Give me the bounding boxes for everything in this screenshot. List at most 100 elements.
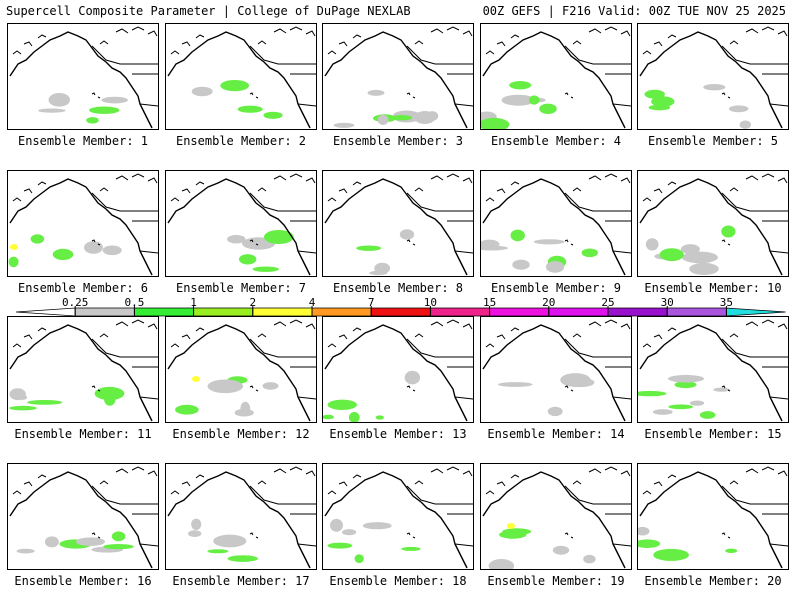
panel-label: Ensemble Member: 6 bbox=[17, 281, 149, 295]
parameter-contour bbox=[230, 536, 239, 543]
parameter-contour bbox=[481, 245, 508, 251]
parameter-contour bbox=[327, 542, 353, 549]
colorbar-segment bbox=[252, 307, 313, 317]
border-line bbox=[249, 45, 316, 65]
parameter-contour bbox=[652, 409, 673, 415]
border-line bbox=[406, 485, 473, 505]
parameter-contour bbox=[539, 103, 557, 115]
colorbar-segment bbox=[370, 307, 431, 317]
panel-map bbox=[324, 26, 473, 129]
panel-map bbox=[639, 26, 788, 129]
border-line bbox=[249, 338, 316, 358]
border-line bbox=[769, 103, 788, 107]
coastline bbox=[482, 324, 626, 422]
parameter-contour bbox=[207, 379, 244, 394]
coastline bbox=[324, 324, 468, 422]
colorbar-segment bbox=[15, 307, 76, 317]
panel-label: Ensemble Member: 19 bbox=[487, 574, 625, 588]
hawaii-outline bbox=[564, 239, 574, 246]
parameter-contour bbox=[111, 531, 126, 542]
parameter-contour bbox=[327, 399, 357, 410]
border-line bbox=[612, 396, 631, 400]
colorbar-tick-label: 2 bbox=[249, 297, 256, 309]
border-line bbox=[139, 250, 158, 254]
border-line bbox=[91, 338, 158, 358]
panel-label: Ensemble Member: 11 bbox=[14, 427, 152, 441]
coastline bbox=[639, 324, 783, 422]
parameter-contour bbox=[263, 111, 283, 119]
panel-label: Ensemble Member: 8 bbox=[332, 281, 464, 295]
parameter-contour bbox=[674, 381, 697, 389]
panel-map bbox=[167, 26, 316, 129]
panel-label: Ensemble Member: 17 bbox=[172, 574, 310, 588]
ensemble-map-panel bbox=[480, 23, 632, 130]
parameter-contour bbox=[547, 406, 563, 417]
panel-map bbox=[167, 466, 316, 569]
island-outlines bbox=[170, 26, 316, 55]
parameter-contour bbox=[84, 241, 103, 254]
border-line bbox=[721, 192, 788, 212]
colorbar-tick-label: 15 bbox=[483, 297, 496, 309]
border-line bbox=[721, 45, 788, 65]
border-line bbox=[91, 192, 158, 212]
parameter-contour bbox=[367, 89, 385, 96]
border-line bbox=[612, 250, 631, 254]
border-line bbox=[612, 103, 631, 107]
hawaii-outline bbox=[721, 532, 731, 539]
panel-label: Ensemble Member: 20 bbox=[644, 574, 782, 588]
parameter-contour bbox=[220, 80, 250, 92]
parameter-contour bbox=[227, 555, 258, 562]
coastline bbox=[167, 31, 311, 129]
ensemble-map-panel bbox=[322, 463, 474, 570]
ensemble-map-panel bbox=[637, 463, 789, 570]
panel-label: Ensemble Member: 7 bbox=[175, 281, 307, 295]
border-line bbox=[297, 250, 316, 254]
parameter-contour bbox=[681, 251, 718, 264]
parameter-contour bbox=[645, 238, 659, 251]
ensemble-map-panel bbox=[480, 463, 632, 570]
parameter-contour bbox=[16, 395, 28, 400]
island-outlines bbox=[12, 466, 158, 495]
coastline bbox=[482, 178, 626, 276]
parameter-contour bbox=[207, 549, 229, 554]
border-line bbox=[249, 192, 316, 212]
panel-map bbox=[323, 319, 473, 422]
parameter-contour bbox=[512, 259, 530, 270]
border-line bbox=[564, 45, 631, 65]
parameter-contour bbox=[426, 111, 439, 121]
parameter-contour bbox=[44, 536, 59, 548]
parameter-contour bbox=[356, 245, 382, 251]
ensemble-map-panel bbox=[322, 316, 474, 423]
parameter-contour bbox=[653, 548, 689, 561]
ensemble-map-panel bbox=[637, 316, 789, 423]
panel-label: Ensemble Member: 2 bbox=[175, 134, 307, 148]
island-outlines bbox=[642, 26, 788, 55]
parameter-contour bbox=[481, 117, 510, 129]
parameter-contour bbox=[689, 400, 705, 406]
parameter-contour bbox=[9, 405, 37, 411]
coastline bbox=[167, 324, 311, 422]
parameter-contour bbox=[101, 96, 128, 104]
panel-map bbox=[324, 173, 473, 276]
parameter-contour bbox=[191, 86, 213, 97]
colorbar-segment bbox=[311, 307, 372, 317]
parameter-contour bbox=[566, 377, 595, 388]
parameter-contour bbox=[213, 534, 247, 548]
coastline bbox=[324, 31, 468, 129]
colorbar-segment bbox=[607, 307, 668, 317]
parameter-contour bbox=[638, 539, 661, 548]
border-line bbox=[91, 45, 158, 65]
parameter-contour bbox=[342, 529, 357, 536]
parameter-contour bbox=[188, 530, 202, 537]
coastline bbox=[167, 471, 311, 569]
panel-map bbox=[324, 466, 473, 569]
ensemble-map-panel bbox=[7, 23, 159, 130]
parameter-contour bbox=[89, 106, 120, 114]
parameter-contour bbox=[699, 411, 716, 419]
parameter-contour bbox=[191, 518, 202, 530]
coastline bbox=[324, 178, 468, 276]
parameter-contour bbox=[8, 256, 19, 268]
border-line bbox=[297, 103, 316, 107]
coastline bbox=[324, 471, 468, 569]
island-outlines bbox=[327, 26, 473, 55]
